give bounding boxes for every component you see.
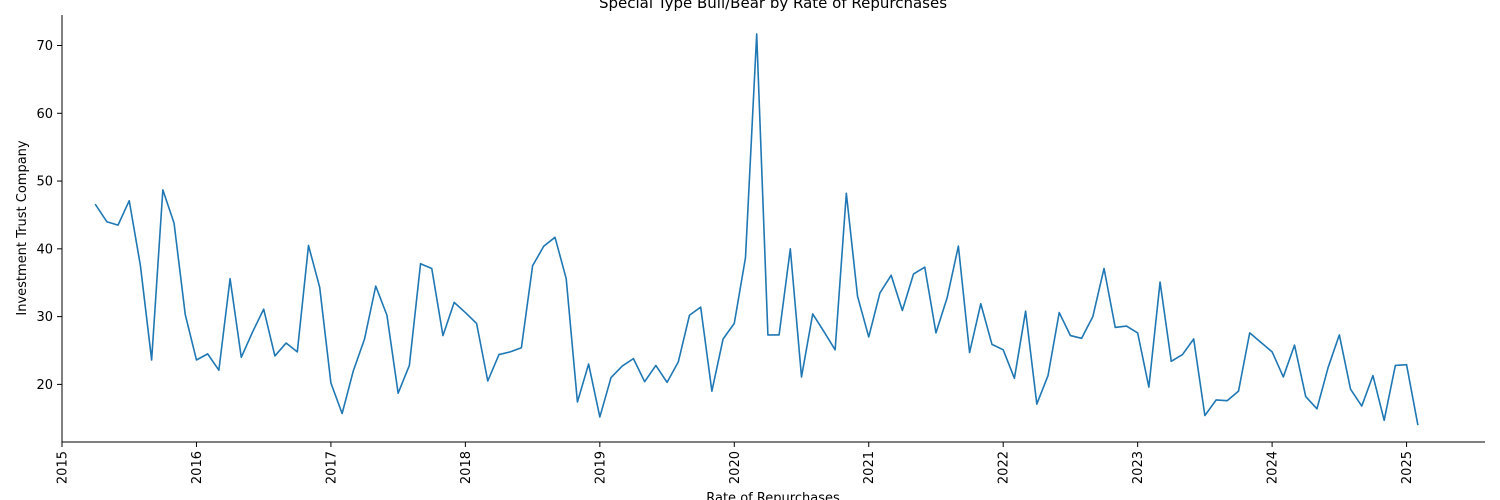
x-tick-label: 2022	[997, 451, 1012, 484]
y-tick-label: 60	[36, 107, 53, 122]
x-tick-label: 2018	[459, 451, 474, 484]
x-tick-label: 2016	[190, 451, 205, 484]
x-tick-label: 2015	[56, 451, 71, 484]
y-tick-label: 20	[36, 378, 53, 393]
x-tick-label: 2021	[862, 451, 877, 484]
x-tick-label: 2024	[1266, 451, 1281, 484]
y-axis-title: Investment Trust Company	[15, 140, 30, 316]
x-axis: 2015 2016 2017 2018 2019 2020 2021 2022 2023 2024…	[56, 441, 1485, 484]
x-tick-label: 2020	[728, 451, 743, 484]
series-line-0	[94, 33, 1419, 426]
x-tick-label: 2019	[593, 451, 608, 484]
y-axis: 20 30 40 50 60 70	[36, 15, 63, 442]
chart-title: Special Type Bull/Bear by Rate of Repurc…	[599, 0, 947, 12]
y-tick-label: 40	[36, 242, 53, 257]
x-tick-label: 2025	[1400, 451, 1415, 484]
x-axis-title: Rate of Repurchases	[706, 491, 840, 500]
y-tick-label: 50	[36, 175, 53, 190]
x-tick-label: 2017	[324, 451, 339, 484]
plot-area	[94, 33, 1419, 426]
y-tick-label: 30	[36, 310, 53, 325]
x-tick-label: 2023	[1131, 451, 1146, 484]
y-tick-label: 70	[36, 39, 53, 54]
